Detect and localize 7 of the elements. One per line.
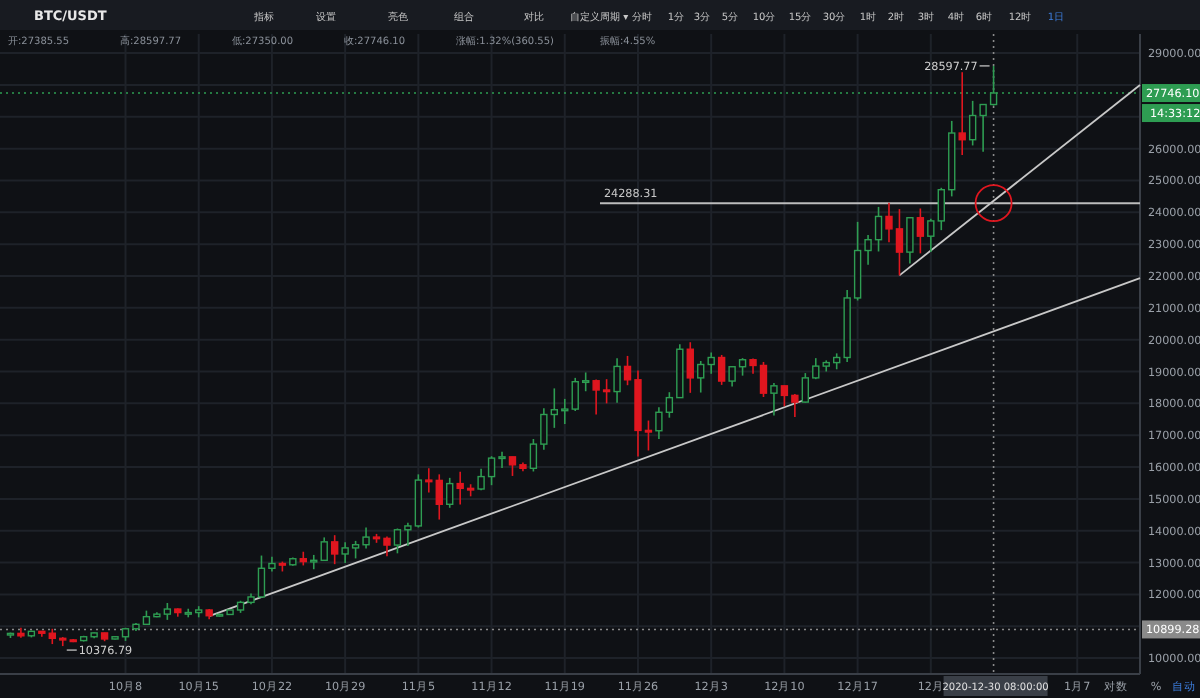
candlestick [958,71,966,156]
candlestick [686,341,694,394]
candlestick [446,477,454,509]
candlestick [310,554,318,571]
candlestick [289,558,297,566]
candlestick [17,627,25,639]
candlestick [613,357,621,404]
